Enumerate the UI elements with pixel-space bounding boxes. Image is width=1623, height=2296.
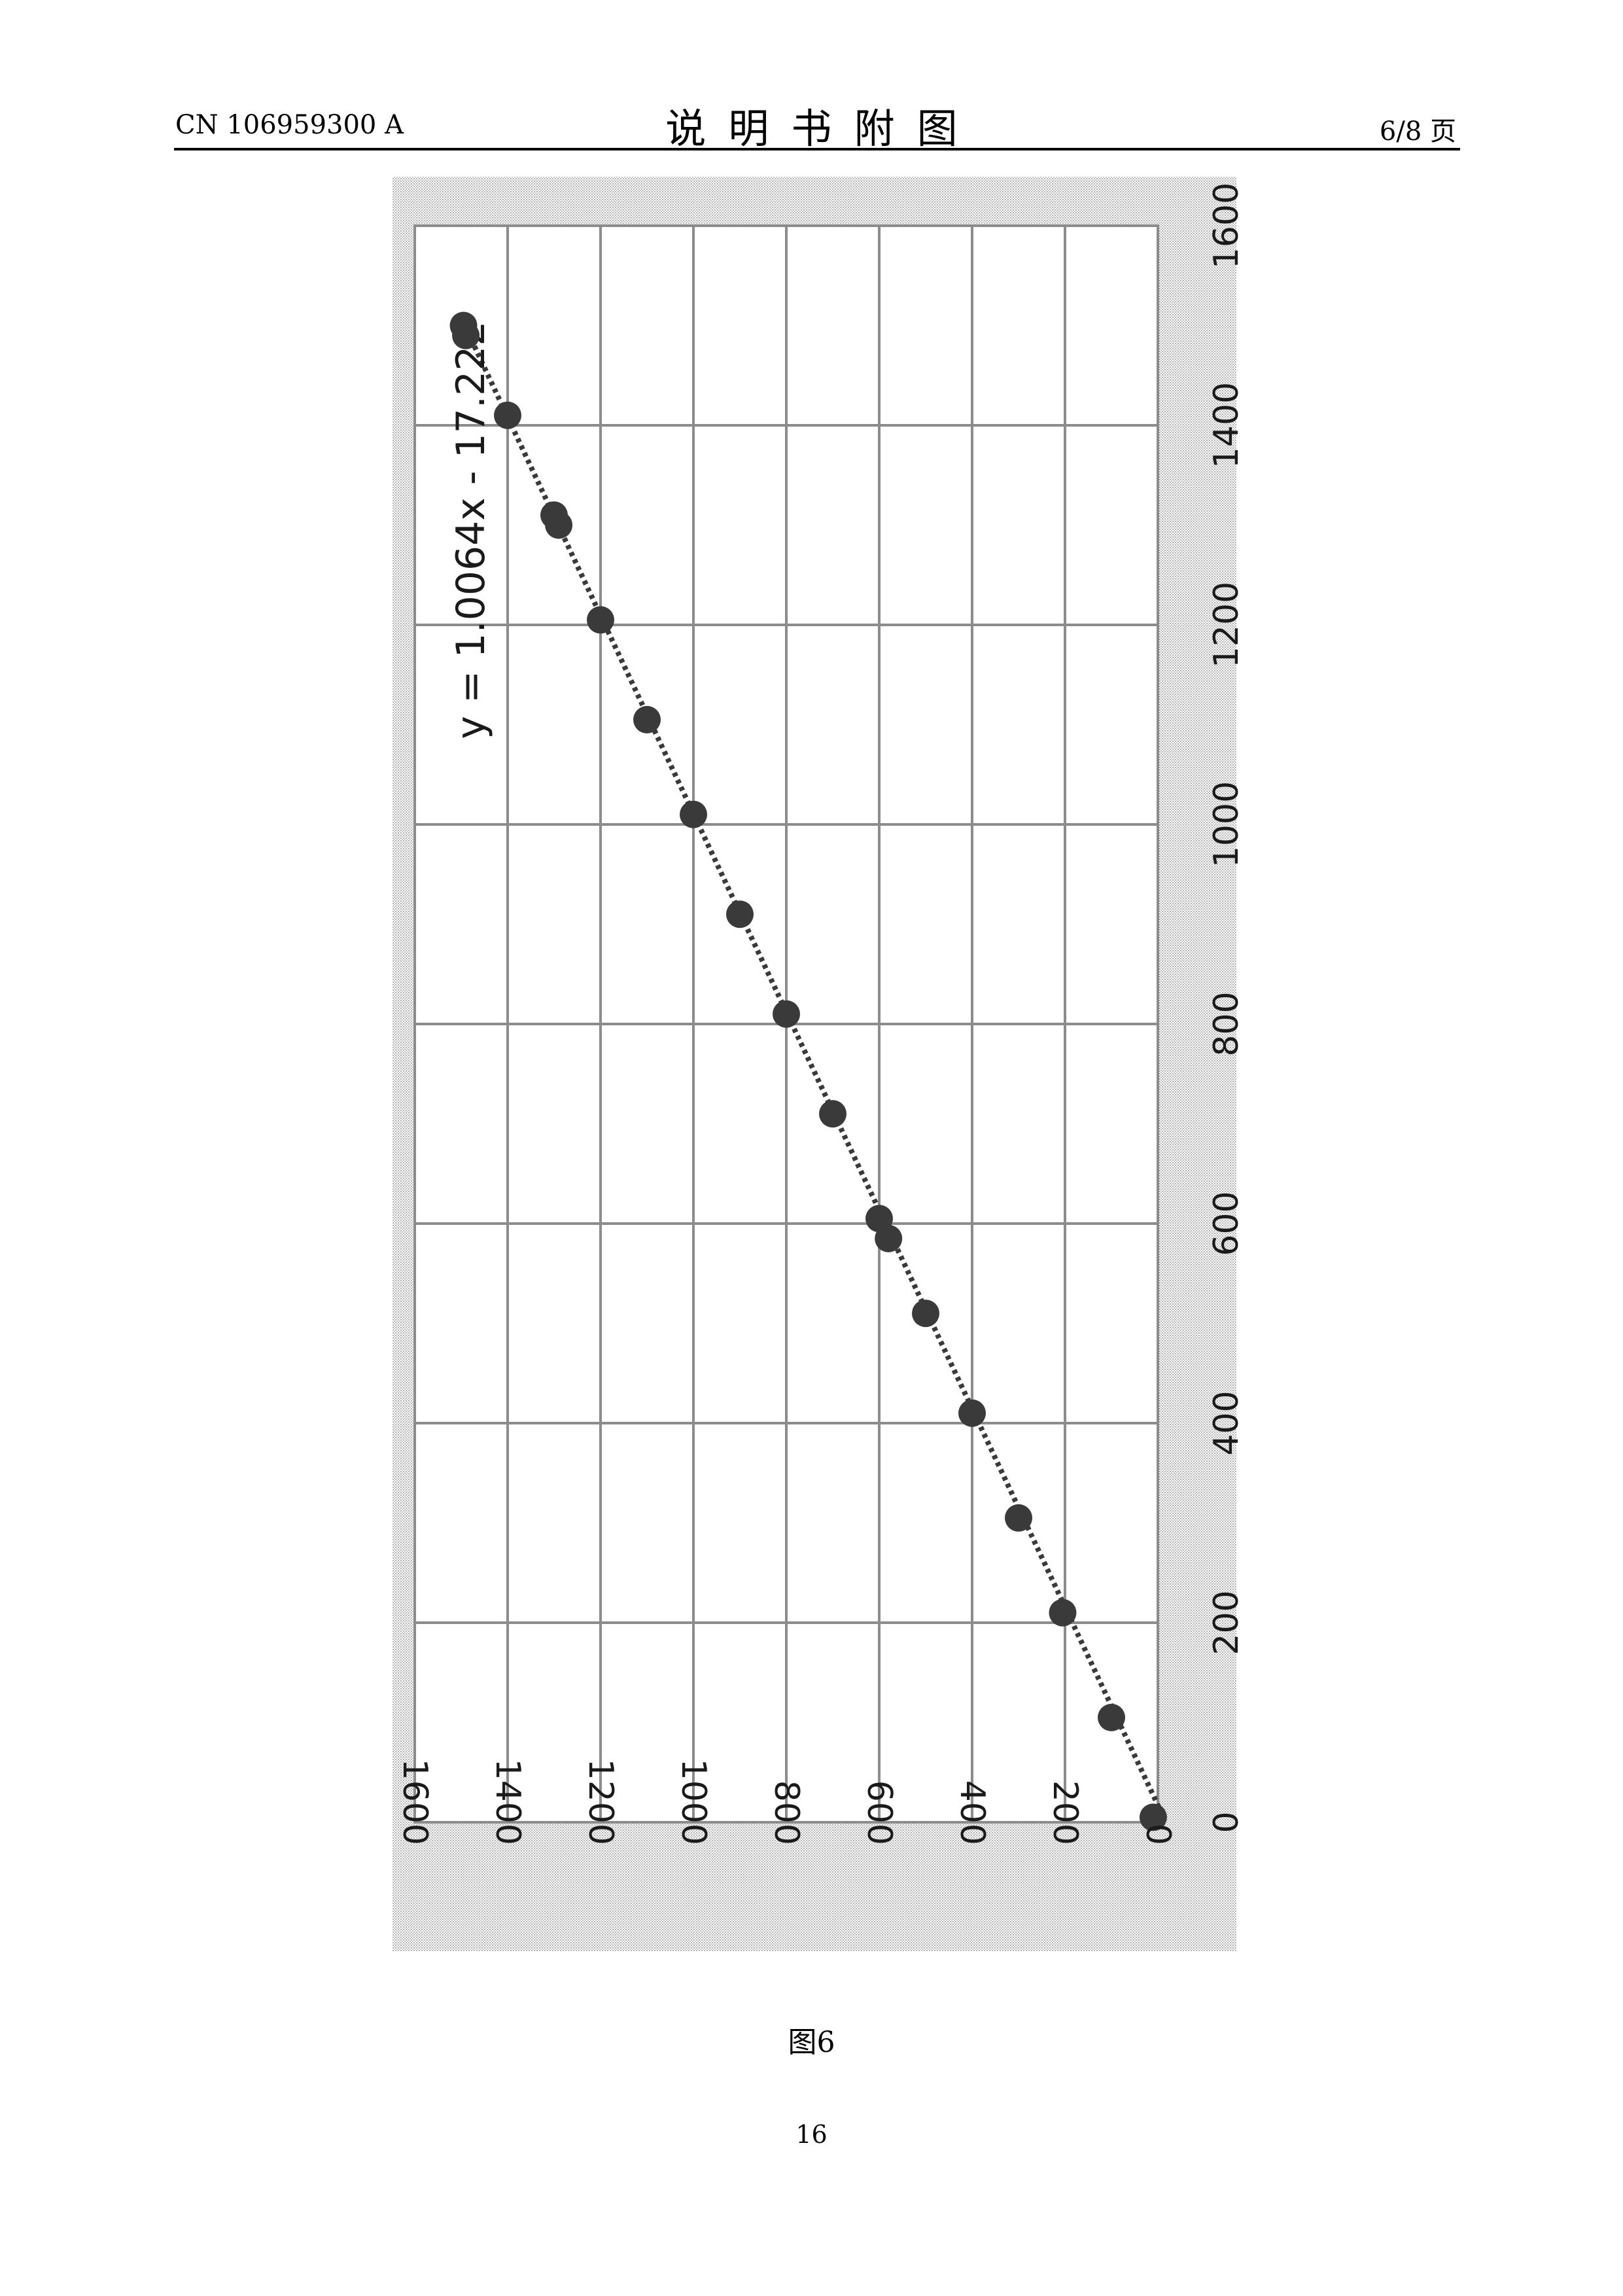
- data-point: [1098, 1704, 1125, 1731]
- x-tick-label: 800: [1207, 991, 1246, 1056]
- data-point: [450, 312, 478, 340]
- x-tick-label: 1000: [1207, 781, 1246, 868]
- data-point: [865, 1205, 893, 1232]
- y-tick-label: 1600: [395, 1759, 434, 1845]
- x-tick-label: 1600: [1207, 183, 1246, 269]
- data-point: [680, 801, 707, 828]
- y-tick-label: 0: [1138, 1824, 1178, 1845]
- x-tick-label: 0: [1207, 1811, 1246, 1833]
- x-tick-label: 200: [1207, 1590, 1246, 1655]
- data-point: [494, 402, 521, 429]
- y-tick-label: 600: [860, 1780, 899, 1845]
- y-tick-label: 1400: [488, 1759, 527, 1845]
- y-tick-label: 1200: [581, 1759, 620, 1845]
- data-point: [587, 606, 614, 633]
- x-tick-label: 1400: [1207, 382, 1246, 468]
- data-point: [958, 1400, 986, 1427]
- data-point: [540, 501, 568, 529]
- x-tick-label: 1200: [1207, 582, 1246, 668]
- trendline-equation: y = 1.0064x - 17.222: [448, 321, 494, 739]
- y-tick-label: 400: [952, 1780, 992, 1845]
- y-tick-label: 800: [767, 1780, 806, 1845]
- figure-caption: 图6: [0, 2019, 1623, 2060]
- data-point: [726, 900, 754, 928]
- data-point: [773, 1000, 800, 1028]
- y-tick-label: 1000: [674, 1759, 713, 1845]
- page-number: 16: [0, 2120, 1623, 2149]
- data-point: [912, 1299, 939, 1327]
- data-point: [1005, 1504, 1032, 1532]
- data-point: [819, 1100, 846, 1127]
- x-tick-label: 400: [1207, 1390, 1246, 1455]
- data-point: [633, 706, 661, 733]
- y-tick-label: 200: [1045, 1780, 1085, 1845]
- data-point: [1049, 1599, 1076, 1627]
- x-tick-label: 600: [1207, 1191, 1246, 1256]
